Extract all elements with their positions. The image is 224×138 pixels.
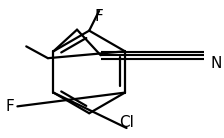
Text: F: F [6, 99, 15, 114]
Text: Cl: Cl [119, 115, 134, 130]
Text: F: F [95, 9, 103, 24]
Text: N: N [210, 56, 222, 71]
